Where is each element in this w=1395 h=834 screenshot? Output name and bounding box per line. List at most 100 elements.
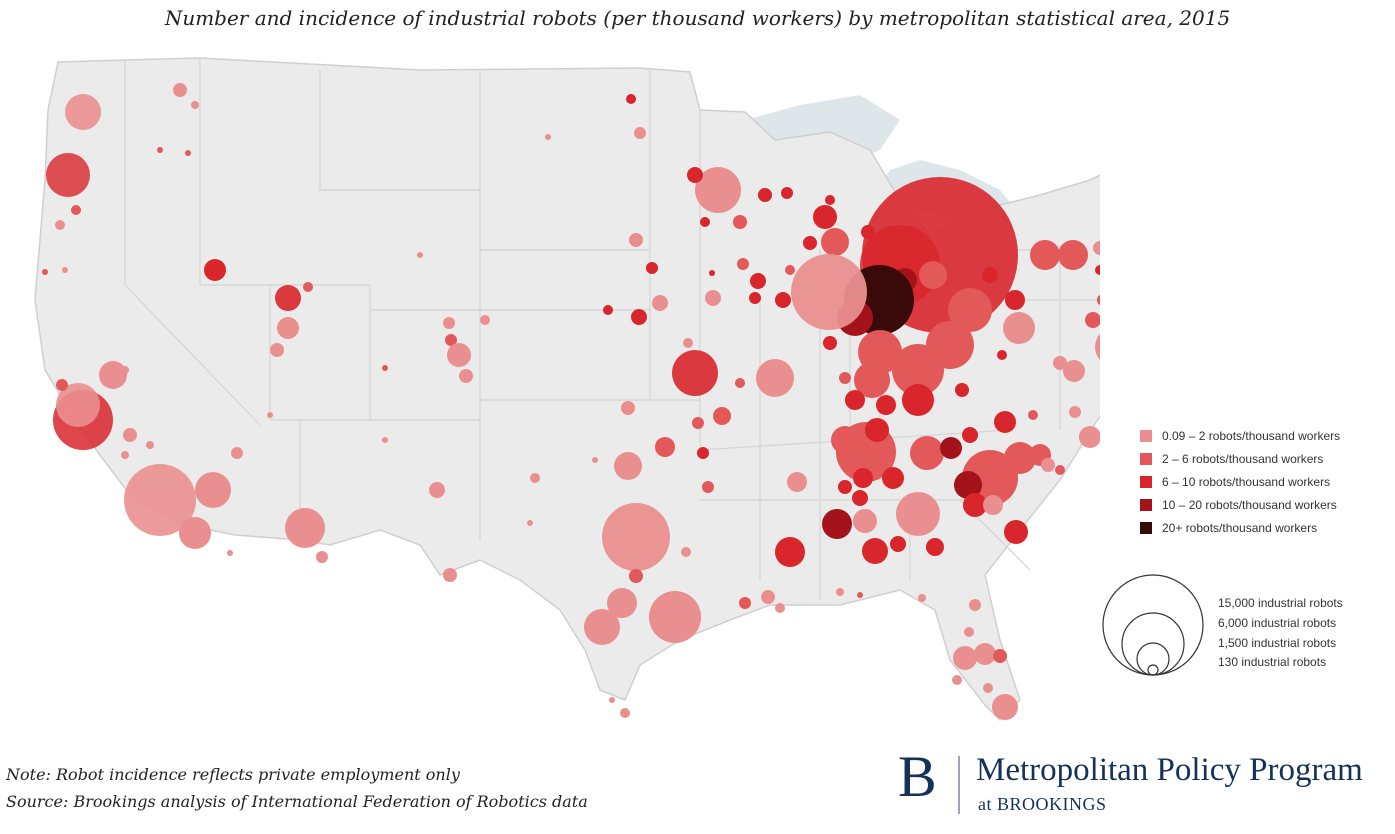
- metro-circle: [121, 366, 129, 374]
- metro-circle: [649, 591, 701, 643]
- legend-item: 2 – 6 robots/thousand workers: [1140, 447, 1340, 470]
- metro-circle: [954, 471, 982, 499]
- source-text: Source: Brookings analysis of Internatio…: [6, 792, 588, 811]
- metro-circle: [902, 384, 934, 416]
- size-label: 6,000 industrial robots: [1218, 616, 1337, 630]
- metro-circle: [787, 472, 807, 492]
- metro-circle: [1079, 426, 1100, 448]
- metro-circle: [896, 492, 940, 536]
- metro-circle: [739, 597, 751, 609]
- metro-circle: [123, 428, 137, 442]
- metro-circle: [1095, 333, 1100, 361]
- metro-circle: [56, 379, 68, 391]
- metro-circle: [964, 627, 974, 637]
- metro-circle: [629, 569, 643, 583]
- metro-circle: [857, 592, 863, 598]
- size-circle-130: [1147, 664, 1159, 676]
- metro-circle: [267, 412, 273, 418]
- metro-circle: [700, 217, 710, 227]
- metro-circle: [652, 295, 668, 311]
- color-legend: 0.09 – 2 robots/thousand workers 2 – 6 r…: [1140, 424, 1340, 539]
- metro-circle: [756, 359, 794, 397]
- metro-circle: [953, 646, 977, 670]
- metro-circle: [838, 480, 852, 494]
- metro-circle: [530, 473, 540, 483]
- metro-circle: [948, 288, 992, 332]
- metro-circle: [890, 536, 906, 552]
- metro-circle: [382, 365, 388, 371]
- metro-circle: [695, 167, 741, 213]
- metro-circle: [882, 467, 904, 489]
- legend-swatch: [1140, 521, 1152, 534]
- metro-circle: [1069, 406, 1081, 418]
- metro-circle: [839, 372, 851, 384]
- metro-circle: [626, 94, 636, 104]
- metro-circle: [982, 267, 998, 283]
- metro-circles: [42, 83, 1100, 720]
- legend-swatch: [1140, 475, 1152, 488]
- metro-circle: [692, 417, 704, 429]
- metro-circle: [227, 550, 233, 556]
- metro-circle: [983, 683, 993, 693]
- metro-circle: [687, 167, 703, 183]
- metro-circle: [429, 482, 445, 498]
- metro-circle: [994, 411, 1016, 433]
- metro-circle: [121, 451, 129, 459]
- metro-circle: [609, 697, 615, 703]
- metro-circle: [672, 350, 718, 396]
- size-circle-1500: [1136, 642, 1170, 676]
- metro-circle: [750, 273, 766, 289]
- metro-circle: [629, 233, 643, 247]
- size-legend: 15,000 industrial robots 6,000 industria…: [1100, 570, 1380, 680]
- metro-circle: [825, 195, 835, 205]
- metro-circle: [1063, 360, 1085, 382]
- metro-circle: [963, 493, 987, 517]
- metro-circle: [821, 228, 849, 256]
- metro-circle: [1095, 265, 1100, 275]
- metro-circle: [1093, 241, 1100, 255]
- metro-circle: [631, 309, 647, 325]
- metro-circle: [204, 259, 226, 281]
- metro-circle: [813, 205, 837, 229]
- metro-circle: [185, 150, 191, 156]
- metro-circle: [749, 292, 761, 304]
- metro-circle: [865, 418, 889, 442]
- brand-sub: at BROOKINGS: [978, 794, 1107, 814]
- metro-circle: [527, 520, 533, 526]
- metro-circle: [983, 495, 1003, 515]
- map-title: Number and incidence of industrial robot…: [164, 6, 1231, 30]
- metro-circle: [852, 490, 868, 506]
- metro-circle: [705, 290, 721, 306]
- metro-circle: [62, 267, 68, 273]
- legend-swatch: [1140, 498, 1152, 511]
- metro-circle: [191, 101, 199, 109]
- metro-circle: [803, 236, 817, 250]
- metro-circle: [962, 427, 978, 443]
- metro-circle: [910, 436, 944, 470]
- size-label: 130 industrial robots: [1218, 655, 1327, 669]
- metro-circle: [277, 317, 299, 339]
- metro-circle: [646, 262, 658, 274]
- metro-circle: [919, 261, 947, 289]
- metro-circle: [761, 590, 775, 604]
- legend-swatch: [1140, 452, 1152, 465]
- metro-circle: [940, 437, 962, 459]
- metro-circle: [124, 464, 196, 536]
- legend-item: 20+ robots/thousand workers: [1140, 516, 1340, 539]
- legend-item: 0.09 – 2 robots/thousand workers: [1140, 424, 1340, 447]
- metro-circle: [993, 649, 1007, 663]
- metro-circle: [1058, 240, 1088, 270]
- metro-circle: [681, 547, 691, 557]
- metro-circle: [417, 252, 423, 258]
- metro-circle: [853, 509, 877, 533]
- metro-circle: [876, 395, 896, 415]
- metro-circle: [447, 343, 471, 367]
- note-text: Note: Robot incidence reflects private e…: [6, 765, 460, 784]
- metro-circle: [735, 378, 745, 388]
- metro-circle: [697, 447, 709, 459]
- metro-circle: [969, 599, 981, 611]
- metro-circle: [445, 334, 457, 346]
- metro-circle: [303, 282, 313, 292]
- metro-circle: [775, 292, 791, 308]
- metro-circle: [683, 338, 693, 348]
